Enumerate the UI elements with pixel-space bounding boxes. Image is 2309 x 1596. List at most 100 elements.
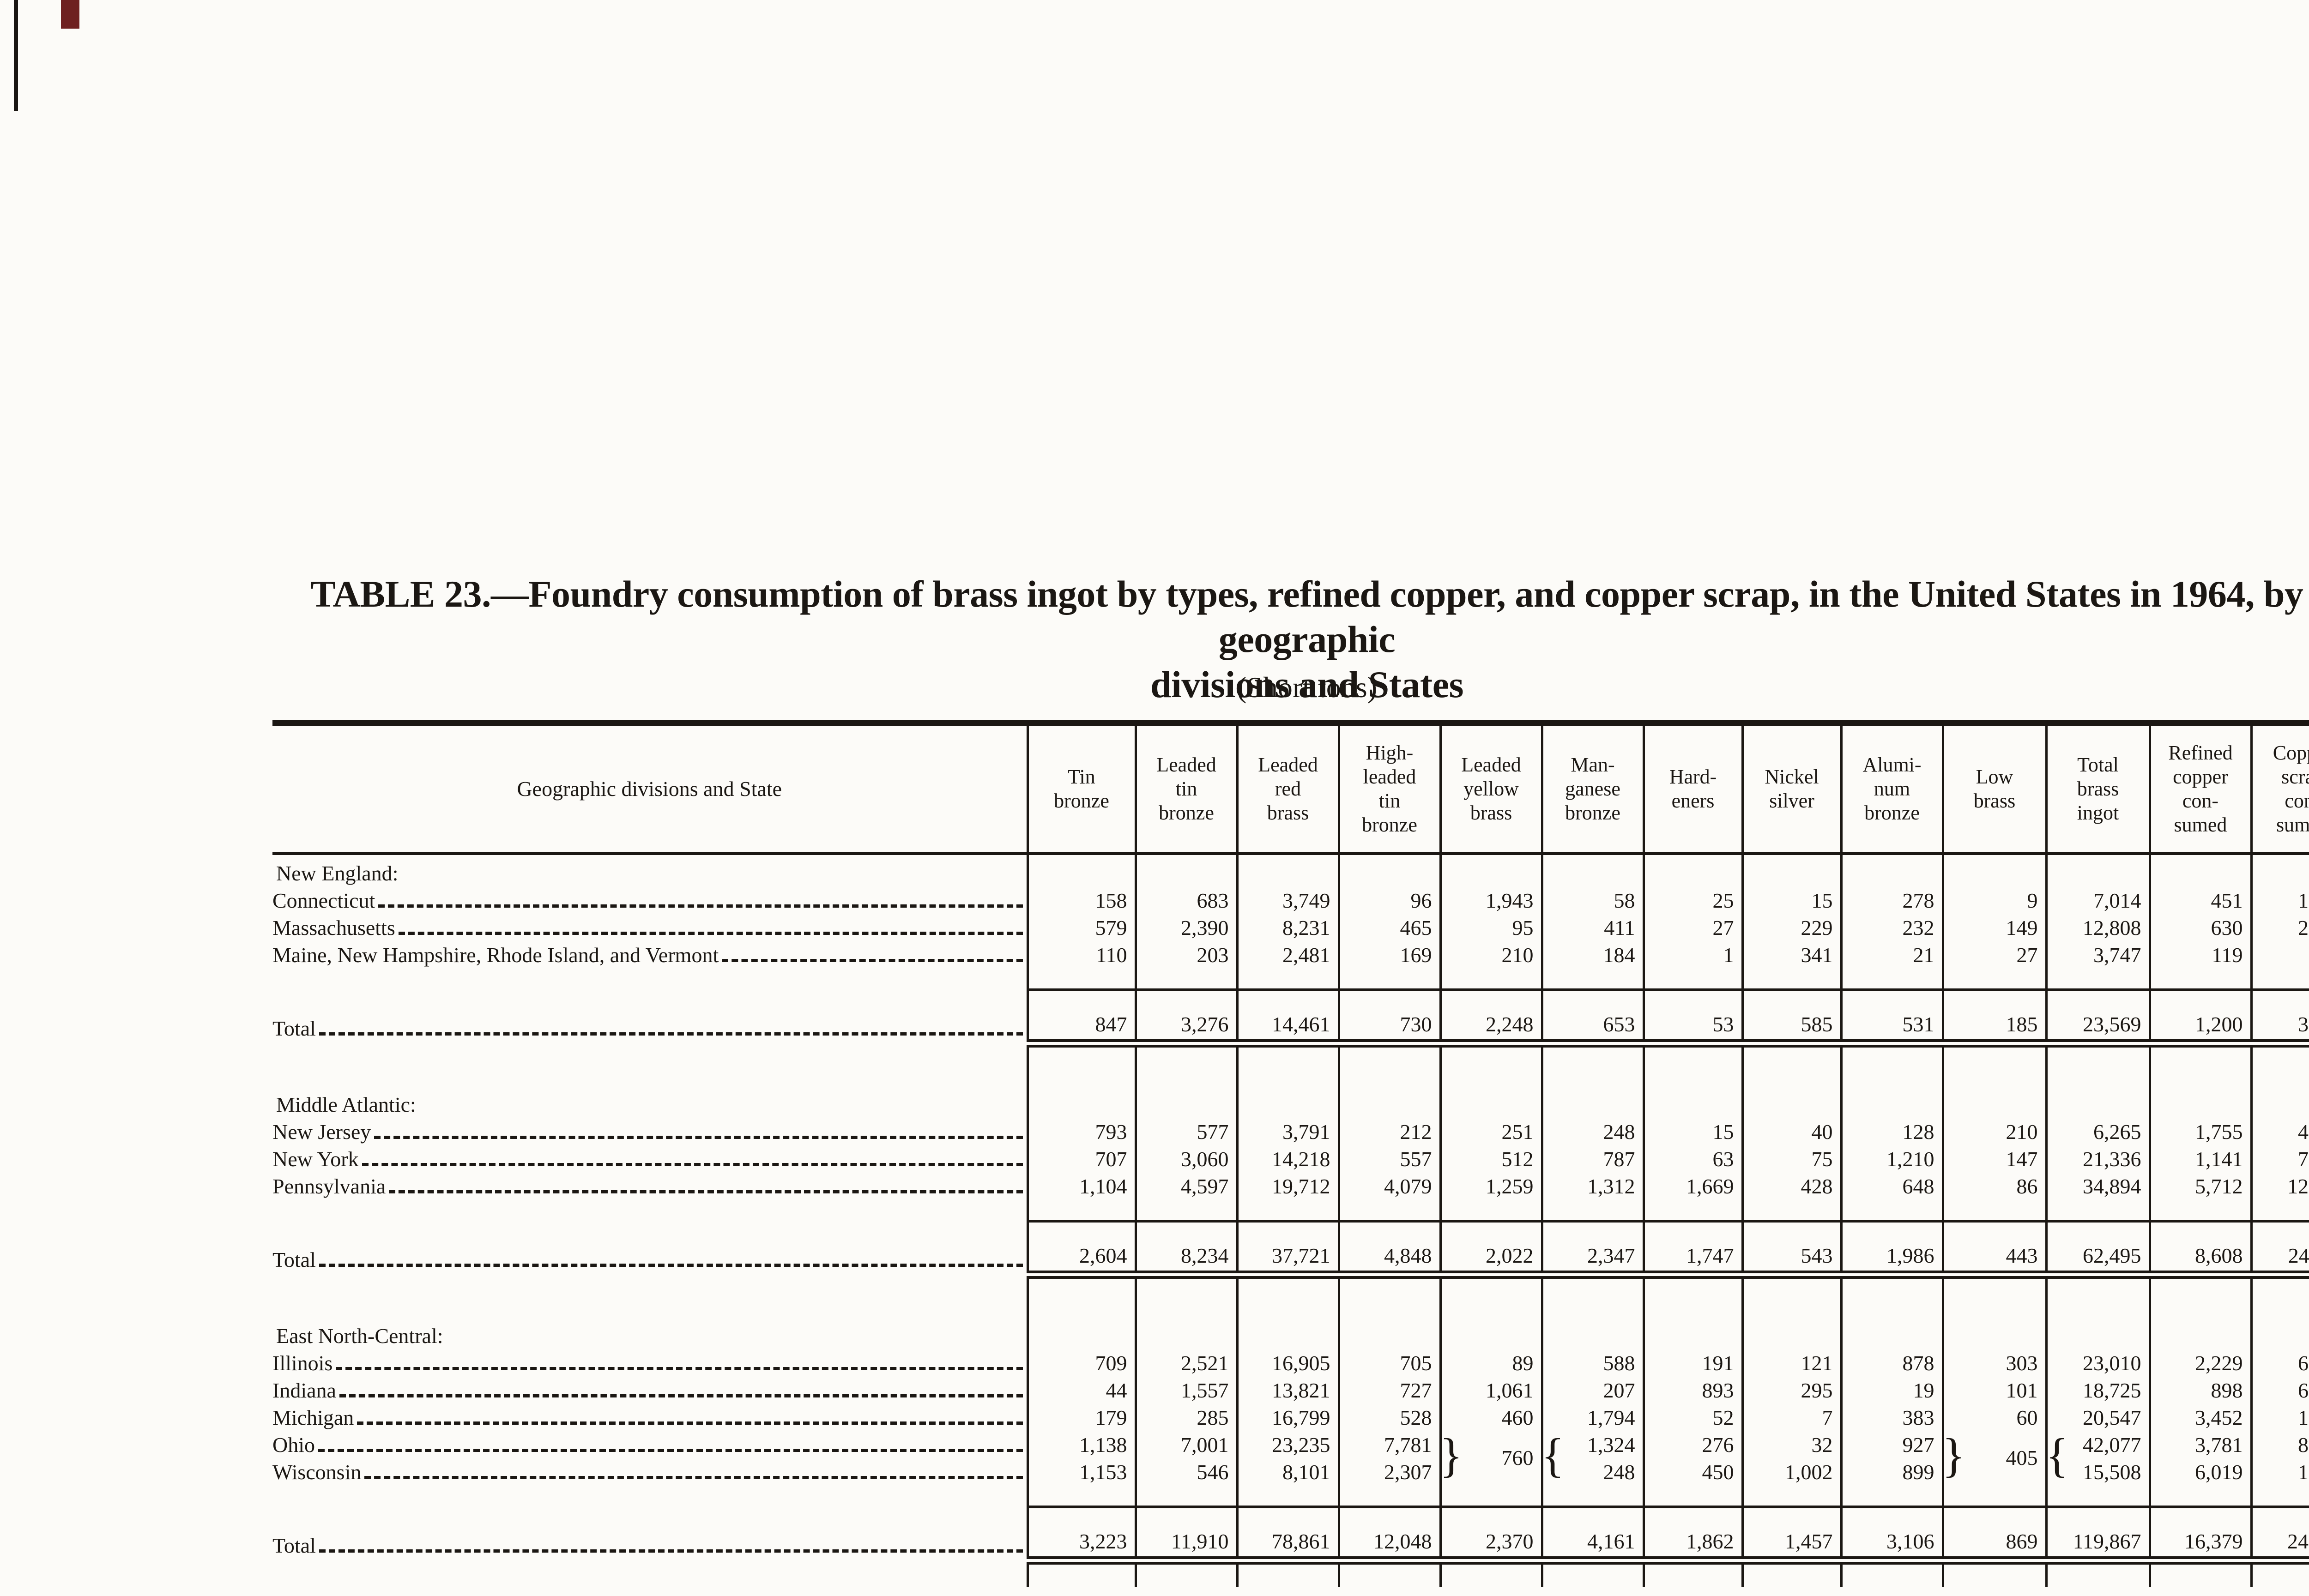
row-label-cell: Ohio <box>272 1433 1028 1460</box>
combined-value: 405 <box>2006 1446 2038 1470</box>
empty-cell <box>2148 1556 2251 1587</box>
value-cell: 207 <box>1541 1378 1644 1405</box>
empty-cell <box>1026 988 1136 1010</box>
row-label: Indiana <box>272 1378 1024 1403</box>
total-value-cell: 185 <box>1941 1010 2046 1043</box>
empty-cell <box>1236 1271 1339 1301</box>
empty-cell <box>1236 1301 1339 1318</box>
total-value-cell: 543 <box>1741 1241 1841 1275</box>
value-cell: 898 <box>2148 1378 2251 1405</box>
empty-cell <box>1840 970 1943 990</box>
empty-cell <box>1541 1271 1644 1301</box>
empty-cell <box>1337 988 1440 1010</box>
value-cell: 16,905 <box>1236 1351 1339 1378</box>
value-cell: 451 <box>2148 888 2251 915</box>
row-label: Wisconsin <box>272 1460 1024 1484</box>
row-label-cell <box>272 990 1028 1010</box>
empty-cell <box>2250 1271 2309 1301</box>
value-cell: 101 <box>1941 1378 2046 1405</box>
value-cell: 450 <box>1642 1460 1742 1487</box>
total-value-cell: 62,495 <box>2045 1241 2150 1275</box>
total-value-cell: 2,248 <box>1439 1010 1542 1043</box>
empty-cell <box>1439 1271 1542 1301</box>
row-label-cell: Maine, New Hampshire, Rhode Island, and … <box>272 943 1028 970</box>
empty-cell <box>1236 1070 1339 1086</box>
empty-cell <box>1642 1301 1742 1318</box>
empty-cell <box>1337 1301 1440 1318</box>
empty-cell <box>2045 1318 2150 1351</box>
dotted-leader <box>319 1549 1023 1553</box>
dotted-leader <box>318 1449 1023 1452</box>
empty-cell <box>2045 970 2150 990</box>
empty-cell <box>2250 1301 2309 1318</box>
value-cell: 1,138 <box>1026 1433 1136 1460</box>
value-cell: 588 <box>1541 1351 1644 1378</box>
value-cell: 705 <box>1337 1351 1440 1378</box>
empty-cell <box>1026 1556 1136 1587</box>
row-label: Maine, New Hampshire, Rhode Island, and … <box>272 943 1024 967</box>
value-cell: 528 <box>1337 1405 1440 1433</box>
dotted-leader <box>378 904 1023 908</box>
empty-cell <box>1840 1556 1943 1587</box>
value-cell: 6,019 <box>2148 1460 2251 1487</box>
empty-cell <box>1026 1201 1136 1221</box>
empty-cell <box>1741 1487 1841 1507</box>
total-value-cell: 8,234 <box>1134 1241 1237 1275</box>
value-cell: 21 <box>1840 943 1943 970</box>
value-cell: 1,104 <box>1026 1174 1136 1201</box>
dotted-leader <box>364 1476 1023 1479</box>
value-cell: 793 <box>1026 1120 1136 1147</box>
group-label-cell: Middle Atlantic: <box>272 1086 1028 1120</box>
empty-cell <box>1439 1301 1542 1318</box>
empty-cell <box>1941 1318 2046 1351</box>
value-cell: 648 <box>1840 1174 1943 1201</box>
value-cell: 19,712 <box>1236 1174 1339 1201</box>
column-header: Hard- eners <box>1642 723 1742 855</box>
value-cell: 86 <box>1941 1174 2046 1201</box>
value-cell: 2,161 <box>2250 915 2309 943</box>
value-cell: 19 <box>1840 1378 1943 1405</box>
empty-cell <box>1642 1318 1742 1351</box>
total-value-cell: 4,848 <box>1337 1241 1440 1275</box>
value-cell: 20,547 <box>2045 1405 2150 1433</box>
total-value-cell: 37,721 <box>1236 1241 1339 1275</box>
total-value-cell: 3,644 <box>2250 1010 2309 1043</box>
empty-cell <box>1337 1039 1440 1070</box>
row-label-cell <box>272 1201 1028 1221</box>
column-header: Leaded red brass <box>1236 723 1339 855</box>
value-cell: 2,307 <box>1337 1460 1440 1487</box>
empty-cell <box>1741 988 1841 1010</box>
column-header: Copper scrap con- sumed <box>2250 723 2309 855</box>
row-label-cell: New York <box>272 1147 1028 1174</box>
value-cell: 14,218 <box>1236 1147 1339 1174</box>
dotted-leader <box>362 1163 1023 1166</box>
value-cell: 878 <box>1840 1351 1943 1378</box>
empty-cell <box>2045 1506 2150 1527</box>
empty-cell <box>1439 1070 1542 1086</box>
empty-cell <box>1134 970 1237 990</box>
value-cell: 2,521 <box>1134 1351 1237 1378</box>
row-label-text: Total <box>272 1248 316 1271</box>
total-label-cell: Total <box>272 1010 1028 1043</box>
empty-cell <box>1337 1556 1440 1587</box>
total-value-cell: 585 <box>1741 1010 1841 1043</box>
value-cell: 460 <box>1439 1405 1542 1433</box>
empty-cell <box>1840 1086 1943 1120</box>
value-cell: 60 <box>1941 1405 2046 1433</box>
empty-cell <box>1134 1201 1237 1221</box>
empty-cell <box>1642 1506 1742 1527</box>
empty-cell <box>2250 1070 2309 1086</box>
row-label: Illinois <box>272 1351 1024 1375</box>
empty-cell <box>1741 1318 1841 1351</box>
group-label-cell: New England: <box>272 854 1028 889</box>
empty-cell <box>2250 1201 2309 1221</box>
row-label-text: Pennsylvania <box>272 1174 386 1198</box>
value-cell: 341 <box>1741 943 1841 970</box>
empty-cell <box>1236 988 1339 1010</box>
empty-cell <box>2045 1301 2150 1318</box>
empty-cell <box>1541 1506 1644 1527</box>
empty-cell <box>1439 1506 1542 1527</box>
empty-cell <box>1026 1318 1136 1351</box>
total-value-cell: 869 <box>1941 1527 2046 1560</box>
empty-cell <box>2045 1070 2150 1086</box>
